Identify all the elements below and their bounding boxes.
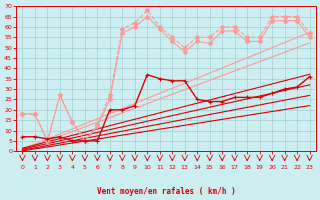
X-axis label: Vent moyen/en rafales ( km/h ): Vent moyen/en rafales ( km/h ) xyxy=(97,187,236,196)
